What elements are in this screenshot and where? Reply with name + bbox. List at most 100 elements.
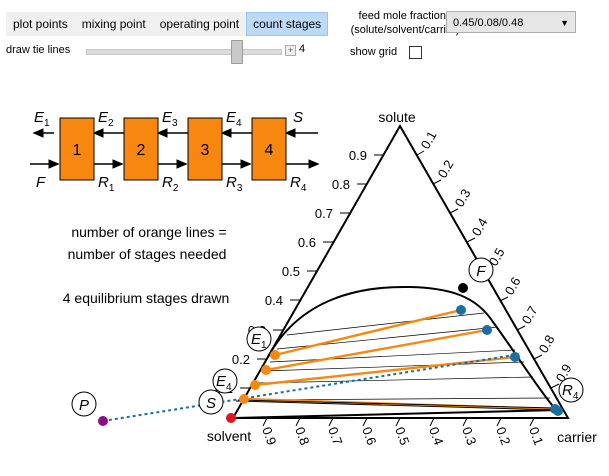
bottom-axis-tick (328, 417, 334, 427)
left-tick-label: 0.7 (315, 206, 333, 221)
vertex-label-carrier: carrier (557, 429, 597, 445)
right-axis-tick (533, 354, 543, 360)
feed-label-line2: (solute/solvent/carrier) (350, 24, 460, 36)
operating-point-p[interactable] (98, 416, 108, 426)
solvent-point[interactable] (226, 413, 236, 423)
extract-point-e1[interactable] (270, 350, 280, 360)
mode-tabs: plot points mixing point operating point… (6, 12, 329, 36)
tie-lines-slider-thumb[interactable] (231, 40, 243, 64)
right-axis-tick (449, 208, 459, 214)
bottom-tick-label: 0.6 (359, 425, 379, 447)
label-r4: R4 (290, 174, 307, 194)
right-axis-tick (416, 150, 425, 156)
right-tick-label: 0.4 (469, 215, 491, 238)
bottom-tick-label: 0.3 (459, 425, 479, 447)
right-tick-label: 0.8 (536, 332, 558, 355)
point-label-p: P (79, 397, 89, 414)
stage-number-4: 4 (265, 142, 274, 159)
label-e4: E4 (226, 109, 242, 129)
bottom-tick-label: 0.7 (325, 425, 345, 447)
tie-line (269, 349, 516, 363)
stage-box-2 (123, 117, 159, 181)
label-e1: E1 (34, 109, 50, 129)
operating-line (235, 400, 556, 411)
stage-number-1: 1 (73, 142, 82, 159)
right-axis-tick (499, 296, 509, 302)
bottom-tick-label: 0.5 (392, 425, 412, 447)
show-grid-checkbox[interactable] (409, 46, 422, 59)
right-tick-label: 0.3 (452, 186, 474, 209)
bottom-axis-tick (496, 417, 502, 427)
vertex-label-solute: solute (378, 109, 416, 125)
extract-point-e2[interactable] (261, 365, 271, 375)
feed-label-line1: feed mole fractions (358, 10, 452, 22)
vertex-label-solvent: solvent (207, 428, 251, 444)
tab-mixing-point[interactable]: mixing point (74, 12, 153, 36)
stage-cascade: 1 2 3 4 E1 E2 E3 E4 S F R1 R2 R3 R4 (30, 109, 320, 194)
tab-plot-points[interactable]: plot points (6, 12, 75, 36)
right-tick-label: 0.1 (418, 128, 440, 151)
extract-point-e3[interactable] (250, 380, 260, 390)
stage-line-2 (265, 328, 488, 372)
tie-line (257, 376, 534, 384)
note-line2: number of stages needed (68, 246, 227, 262)
point-label-e4: E4 (216, 373, 232, 393)
bottom-tick-label: 0.1 (526, 425, 546, 447)
point-label-e1: E1 (251, 331, 267, 351)
bottom-tick-label: 0.2 (493, 425, 513, 447)
slider-label: draw tie lines (6, 44, 71, 56)
label-s-top: S (293, 109, 303, 126)
left-tick-label: 0.5 (282, 264, 300, 279)
right-axis-tick (466, 237, 476, 243)
bottom-axis-tick (262, 417, 268, 427)
binodal-curve (267, 285, 557, 411)
slider-increment-button[interactable]: + (285, 45, 296, 56)
bottom-axis-tick (395, 417, 401, 427)
tie-line (286, 312, 485, 336)
right-tick-label: 0.6 (502, 274, 524, 297)
label-circle-p (71, 391, 97, 417)
label-circle-r4 (558, 377, 584, 403)
raffinate-point-r4b[interactable] (553, 406, 563, 416)
right-axis-tick (432, 179, 442, 185)
bottom-axis: 0.9 0.8 0.7 0.6 0.5 0.4 0.3 0.2 0.1 (259, 417, 546, 447)
right-axis: 0.1 0.2 0.3 0.4 0.5 0.6 0.7 0.8 0.9 (416, 128, 575, 389)
feed-select-value: 0.45/0.08/0.48 (453, 17, 524, 29)
bottom-axis-tick (362, 417, 368, 427)
right-axis-tick (516, 325, 526, 331)
stage-lines (242, 308, 555, 411)
stage-box-3 (187, 117, 223, 181)
point-label-f: F (476, 263, 486, 280)
tie-line (263, 361, 525, 372)
stage-box-1 (59, 117, 95, 181)
stage-line-1 (274, 308, 462, 357)
label-circle-s (198, 389, 224, 415)
label-circle-e1 (246, 326, 272, 352)
bottom-axis-tick (295, 417, 301, 427)
feed-select[interactable]: 0.45/0.08/0.48 ▼ (446, 11, 576, 33)
label-r2: R2 (162, 174, 179, 194)
tab-operating-point[interactable]: operating point (152, 12, 247, 36)
label-r3: R3 (226, 174, 243, 194)
label-e2: E2 (98, 109, 114, 129)
mixing-point[interactable] (458, 283, 468, 293)
stage-line-3 (254, 355, 516, 387)
raffinate-point-r1[interactable] (456, 305, 466, 315)
bottom-axis-tick (429, 417, 435, 427)
tab-count-stages[interactable]: count stages (246, 12, 329, 36)
left-tick-label: 0.8 (332, 177, 350, 192)
stage-box-4 (251, 117, 287, 181)
stage-number-3: 3 (201, 142, 210, 159)
raffinate-point-r2[interactable] (482, 325, 492, 335)
binodal-bottom (233, 409, 561, 419)
extract-point-e4[interactable] (239, 394, 249, 404)
label-r1: R1 (98, 174, 115, 194)
note-line3: 4 equilibrium stages drawn (63, 290, 230, 306)
raffinate-point-r3[interactable] (510, 352, 520, 362)
show-grid-label: show grid (350, 46, 398, 58)
point-label-s: S (206, 395, 216, 412)
tie-lines-slider-track[interactable] (86, 49, 282, 55)
label-f-bottom: F (36, 174, 46, 191)
operating-lines (235, 399, 556, 411)
